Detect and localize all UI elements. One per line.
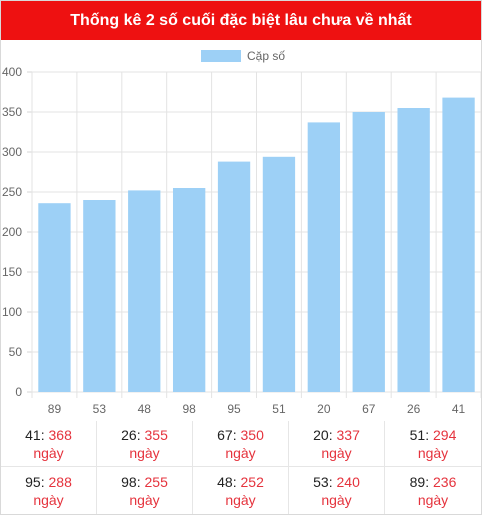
y-tick-label: 0: [15, 385, 22, 399]
stat-number: 89: [409, 473, 426, 490]
stat-cell: 53: 240 ngày: [289, 467, 385, 514]
x-tick-label: 20: [317, 402, 331, 416]
x-tick-label: 67: [362, 402, 376, 416]
stat-days: 255: [144, 473, 168, 490]
legend-label: Cặp số: [247, 49, 285, 63]
stat-number: 41: [25, 426, 41, 443]
stat-unit: ngày: [417, 444, 449, 461]
legend-swatch: [201, 50, 241, 62]
stat-days: 355: [144, 426, 168, 443]
bar-89: [38, 203, 71, 392]
stat-number: 51: [409, 426, 426, 443]
stat-unit: ngày: [33, 491, 64, 508]
stat-cell: 95: 288 ngày: [1, 467, 97, 514]
widget-title: Thống kê 2 số cuối đặc biệt lâu chưa về …: [1, 1, 481, 40]
x-tick-label: 98: [182, 402, 196, 416]
bar-chart: 0 50 100 150 200 250 300 350 400 89 53 48 98 95 51 20 67…: [1, 41, 481, 421]
y-tick-label: 200: [2, 225, 22, 239]
bar-20: [307, 122, 341, 393]
bar-chart-svg: 0 50 100 150 200 250 300 350 400 89 53 48 98 95 51 20 67…: [2, 49, 481, 416]
y-tick-label: 300: [2, 145, 22, 159]
x-tick-label: 95: [227, 402, 241, 416]
stat-days: 288: [48, 473, 72, 490]
stat-unit: ngày: [225, 444, 256, 461]
x-tick-label: 48: [138, 402, 152, 416]
stat-cell: 20: 337 ngày: [289, 421, 385, 467]
bar-53: [83, 200, 116, 392]
y-tick-label: 100: [2, 305, 22, 319]
bar-26: [397, 108, 430, 392]
y-tick-label: 400: [2, 65, 22, 79]
y-tick-label: 150: [2, 265, 22, 279]
stat-days: 368: [48, 426, 72, 443]
stat-cell: 67: 350 ngày: [193, 421, 289, 467]
stat-number: 95: [25, 473, 41, 490]
y-tick-label: 50: [9, 345, 23, 359]
stat-cell: 48: 252 ngày: [193, 467, 289, 514]
stat-unit: ngày: [129, 491, 160, 508]
stat-number: 48: [217, 473, 233, 490]
stat-number: 98: [121, 473, 137, 490]
x-tick-label: 41: [452, 402, 466, 416]
bar-98: [172, 188, 206, 392]
stat-number: 53: [313, 473, 329, 490]
stat-days: 350: [240, 426, 264, 443]
bar-48: [128, 190, 161, 392]
bar-51: [262, 156, 296, 392]
stat-days: 337: [336, 426, 360, 443]
stat-days: 240: [336, 473, 360, 490]
y-tick-label: 250: [2, 185, 22, 199]
stat-unit: ngày: [321, 491, 352, 508]
legend: Cặp số: [201, 49, 285, 63]
stat-unit: ngày: [417, 491, 449, 508]
x-tick-label: 89: [48, 402, 62, 416]
stat-cell: 98: 255 ngày: [97, 467, 193, 514]
stat-cell: 41: 368 ngày: [1, 421, 97, 467]
stat-unit: ngày: [321, 444, 352, 461]
stat-unit: ngày: [33, 444, 64, 461]
stat-number: 67: [217, 426, 233, 443]
stat-unit: ngày: [225, 491, 256, 508]
stat-days: 236: [433, 473, 457, 490]
stat-number: 26: [121, 426, 137, 443]
stat-number: 20: [313, 426, 329, 443]
x-tick-label: 26: [407, 402, 421, 416]
stat-cell: 26: 355 ngày: [97, 421, 193, 467]
x-tick-label: 53: [93, 402, 107, 416]
stat-cell: 51: 294 ngày: [385, 421, 481, 467]
stats-table: 41: 368 ngày 26: 355 ngày 67: 350 ngày 2…: [1, 421, 481, 514]
stat-cell: 89: 236 ngày: [385, 467, 481, 514]
stat-days: 294: [433, 426, 457, 443]
bar-95: [217, 161, 251, 392]
bar-67: [352, 112, 385, 392]
stat-days: 252: [240, 473, 264, 490]
bar-41: [442, 97, 475, 392]
x-tick-label: 51: [272, 402, 286, 416]
stat-unit: ngày: [129, 444, 160, 461]
y-tick-label: 350: [2, 105, 22, 119]
